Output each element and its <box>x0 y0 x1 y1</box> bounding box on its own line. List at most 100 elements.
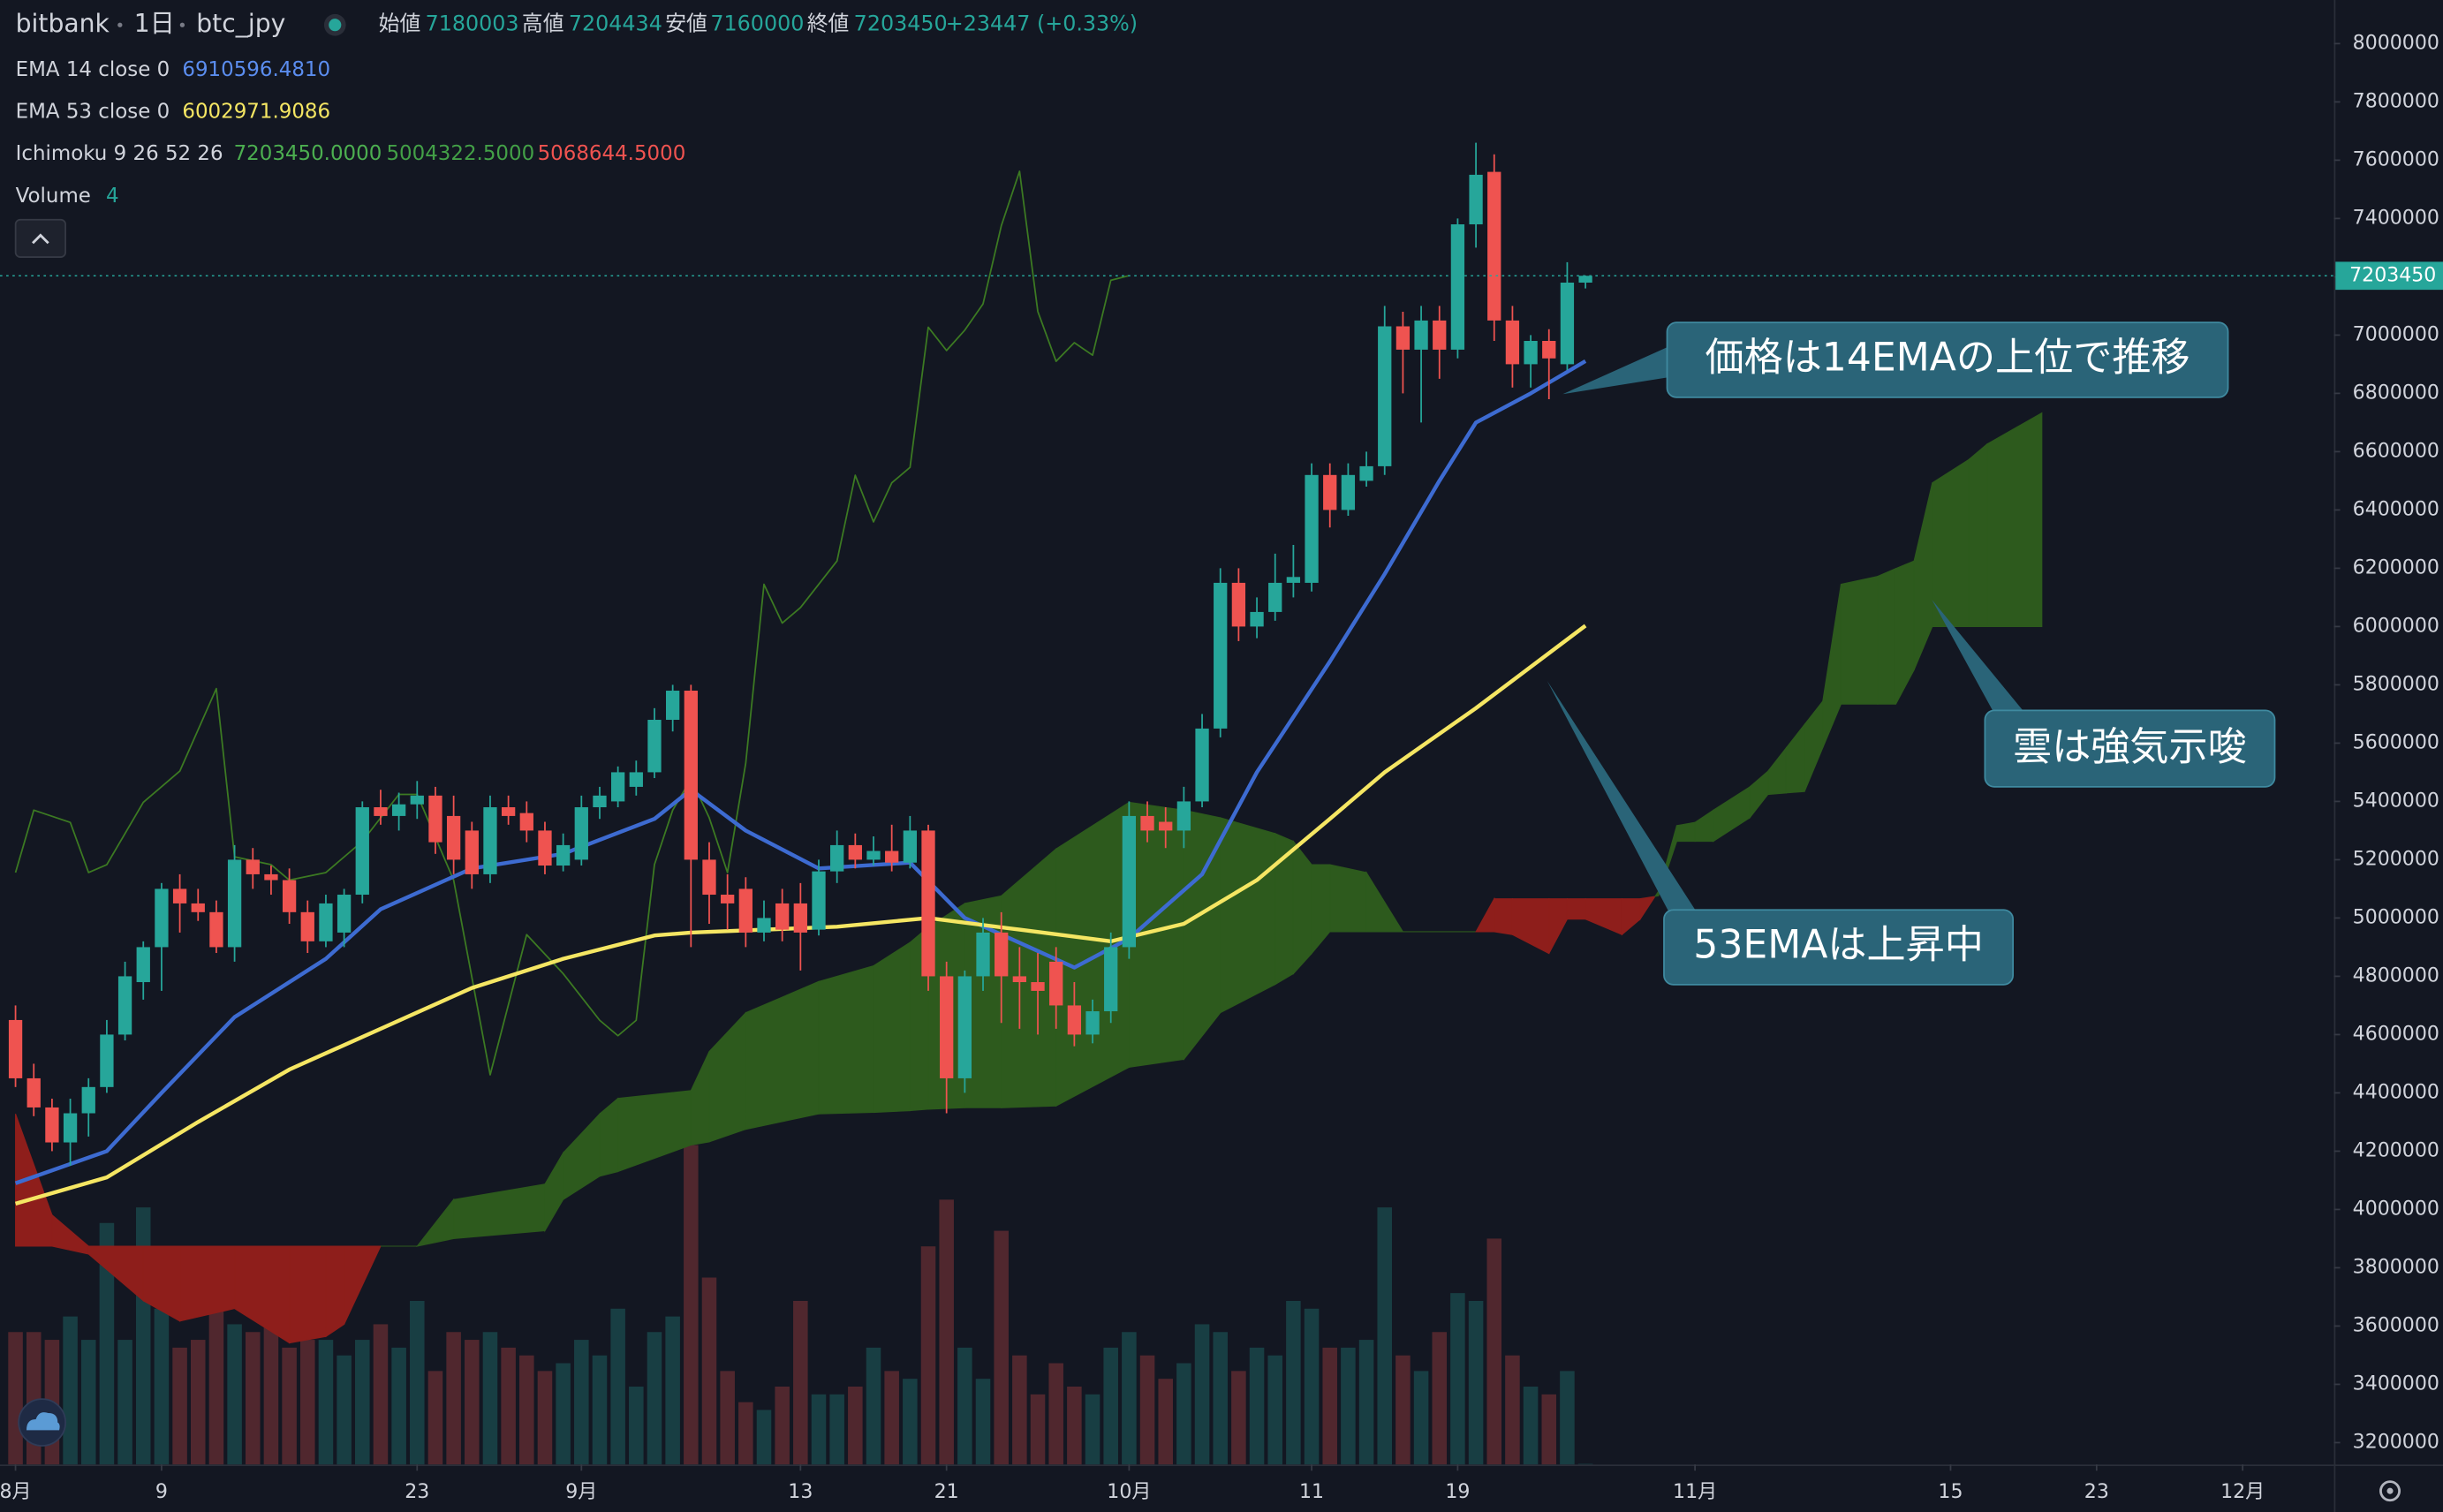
logo-icon[interactable] <box>26 1412 60 1431</box>
y-tick-label: 3400000 <box>2353 1372 2439 1395</box>
volume-bar <box>1012 1355 1027 1465</box>
volume-bar <box>866 1347 881 1465</box>
candle-body <box>1305 474 1319 583</box>
cloud-fill <box>325 1245 345 1338</box>
volume-bar <box>975 1379 991 1465</box>
y-tick-label: 5600000 <box>2353 731 2439 753</box>
candle-body <box>172 888 187 903</box>
candle-body <box>1414 320 1428 350</box>
callout-pointer <box>1562 345 1671 395</box>
volume-bar <box>482 1332 498 1465</box>
volume-bar <box>154 1308 170 1465</box>
candle-body <box>1104 947 1118 1012</box>
volume-bar <box>775 1386 790 1465</box>
candle-body <box>319 903 333 941</box>
legend-volume-value: 4 <box>106 185 119 208</box>
high-label: 高値 <box>522 11 564 36</box>
separator <box>117 22 123 27</box>
volume-bar <box>1377 1207 1393 1465</box>
cloud-fill <box>1329 864 1367 933</box>
callout-text: 53EMAは上昇中 <box>1693 923 1984 968</box>
volume-bar <box>245 1332 261 1465</box>
settings-icon[interactable] <box>2379 1480 2401 1502</box>
volume-bar <box>263 1316 279 1465</box>
high-value: 7204434 <box>569 11 662 36</box>
volume-bar <box>373 1324 389 1465</box>
candle-body <box>1378 326 1392 466</box>
volume-bar <box>1468 1300 1484 1465</box>
volume-bar <box>848 1386 863 1465</box>
candle-body <box>793 903 807 933</box>
candle-body <box>1542 341 1556 359</box>
volume-bar <box>1413 1371 1429 1465</box>
volume-bar <box>337 1355 352 1465</box>
volume-bar <box>610 1308 625 1465</box>
legend-ichimoku-value: 5004322.5000 <box>386 142 534 165</box>
logo[interactable] <box>18 1398 66 1447</box>
x-tick-label: 13 <box>788 1481 813 1503</box>
volume-bar <box>1505 1355 1520 1465</box>
volume-bar <box>172 1347 187 1465</box>
volume-bar <box>227 1324 242 1465</box>
volume-bar <box>1139 1355 1155 1465</box>
candle-body <box>1323 474 1337 510</box>
volume-bar <box>80 1340 96 1465</box>
candle-body <box>1433 320 1447 350</box>
candle-body <box>246 859 260 874</box>
settings-button[interactable] <box>2379 1480 2401 1502</box>
y-tick-label: 6400000 <box>2353 498 2439 520</box>
volume-bar <box>1341 1347 1356 1465</box>
volume-bar <box>1267 1355 1282 1465</box>
candle-body <box>100 1034 114 1087</box>
y-tick-label: 5400000 <box>2353 790 2439 812</box>
volume-bar <box>1030 1394 1046 1465</box>
status-dot <box>329 19 342 32</box>
candle-body <box>866 850 881 860</box>
volume-bar <box>574 1340 589 1465</box>
volume-bar <box>994 1230 1009 1465</box>
volume-bar <box>629 1386 644 1465</box>
volume-bar <box>829 1394 844 1465</box>
volume-bar <box>1249 1347 1265 1465</box>
volume-bar <box>1322 1347 1337 1465</box>
candle-body <box>1140 815 1154 831</box>
volume-bar <box>63 1316 78 1465</box>
candle-body <box>775 903 790 930</box>
callout-pointer <box>1547 680 1698 915</box>
cloud-fill <box>179 1245 236 1322</box>
volume-bar <box>1194 1324 1210 1465</box>
cloud-fill <box>1292 840 1312 975</box>
collapse-button[interactable] <box>14 218 66 258</box>
collapse-icon[interactable] <box>32 233 49 245</box>
x-tick-label: 11 <box>1299 1481 1324 1503</box>
cloud-fill <box>1840 576 1879 705</box>
candle-body <box>483 807 497 874</box>
candle-body <box>1450 223 1465 350</box>
low-label: 安値 <box>665 11 707 36</box>
y-tick-label: 3600000 <box>2353 1314 2439 1336</box>
candle-body <box>647 720 662 773</box>
volume-bar <box>519 1355 534 1465</box>
cloud-fill <box>1365 871 1404 933</box>
volume-bar <box>701 1277 717 1465</box>
y-tick-label: 6800000 <box>2353 382 2439 404</box>
candle-body <box>1395 326 1411 350</box>
cloud-fill <box>289 1245 327 1344</box>
cloud-fill <box>818 964 874 1115</box>
callout-text: 雲は強気示唆 <box>2013 725 2247 770</box>
x-tick-label: 11月 <box>1673 1481 1717 1503</box>
candle-body <box>1359 465 1373 481</box>
candle-body <box>684 691 698 860</box>
settings-icon-center[interactable] <box>2386 1487 2394 1494</box>
volume-bar <box>501 1347 516 1465</box>
y-tick-label: 6000000 <box>2353 615 2439 637</box>
cloud-fill <box>1566 898 1586 920</box>
y-tick-label: 4400000 <box>2353 1081 2439 1103</box>
x-tick-label: 9 <box>155 1481 168 1503</box>
candle-body <box>337 895 352 933</box>
volume-bar <box>647 1332 662 1465</box>
annotations: 価格は14EMAの上位で推移 雲は強気示唆 53EMAは上昇中 <box>1547 321 2276 986</box>
collapse-button-box[interactable] <box>14 218 66 258</box>
candle-body <box>300 911 314 941</box>
